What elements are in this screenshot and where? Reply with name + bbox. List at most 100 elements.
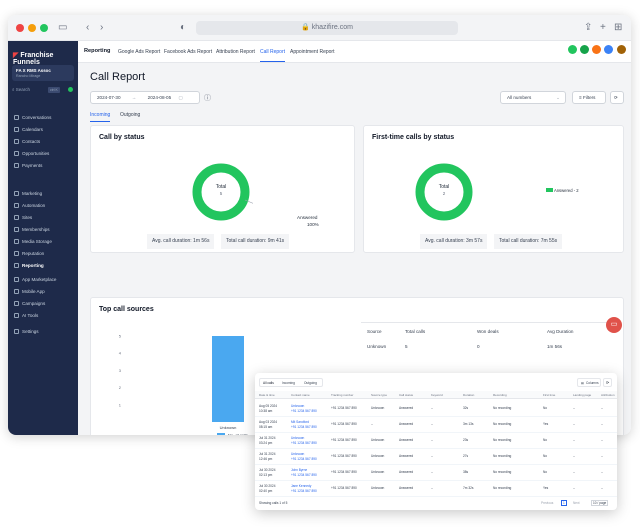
help-icon[interactable]: [604, 45, 613, 54]
tab-call-report[interactable]: Call Report: [260, 49, 286, 62]
contact-link[interactable]: Jane Kennedy: [291, 484, 312, 488]
sidebar-item-sites[interactable]: Sites: [14, 215, 32, 220]
tab-attribution-report[interactable]: Attribution Report: [216, 49, 255, 55]
sidebar-item-conversations[interactable]: Conversations: [14, 115, 51, 120]
table-row[interactable]: Jul 30 2024 02:13 pm John Byrne +91 1234 56…: [255, 465, 617, 481]
contact-link[interactable]: Mit Sandford: [291, 420, 310, 424]
info-icon[interactable]: ⓘ: [204, 95, 211, 102]
table-cell: Answered: [399, 470, 414, 474]
close-dot[interactable]: [16, 24, 24, 32]
column-header[interactable]: Landing page: [573, 393, 592, 397]
column-header[interactable]: Keyword: [431, 393, 443, 397]
privacy-icon[interactable]: ◐: [180, 22, 187, 33]
contact-link[interactable]: +91 1234 567 890: [291, 409, 317, 413]
sidebar-item-calendars[interactable]: Calendars: [14, 127, 43, 132]
column-header[interactable]: Attribution: [601, 393, 615, 397]
contact-link[interactable]: Unknown: [291, 452, 305, 456]
sidebar-item-memberships[interactable]: Memberships: [14, 227, 50, 232]
column-header[interactable]: Duration: [463, 393, 475, 397]
donut-slice-answered[interactable]: [192, 163, 250, 221]
cell-total-calls: 5: [405, 344, 408, 349]
tab-all-calls[interactable]: All calls: [263, 381, 274, 385]
avatar[interactable]: [617, 45, 626, 54]
tab-outgoing[interactable]: Outgoing: [120, 112, 141, 118]
new-tab-icon[interactable]: +: [600, 22, 606, 33]
sidebar-item-ai-tools[interactable]: AI Tools: [14, 313, 38, 318]
phone-icon[interactable]: [568, 45, 577, 54]
table-row[interactable]: Jul 31 2024 03:24 pm Unknown +91 1234 567 8…: [255, 433, 617, 449]
table-cell: --: [601, 486, 604, 490]
sidebar-item-reputation[interactable]: Reputation: [14, 251, 44, 256]
per-page-select[interactable]: 10 / page: [591, 500, 609, 506]
table-row[interactable]: Aug 03 2024 08:15 am Mit Sandford +91 1234 …: [255, 417, 617, 433]
back-icon[interactable]: ‹: [86, 22, 90, 33]
tab-incoming-calls[interactable]: Incoming: [282, 381, 295, 385]
notifications-badge-icon[interactable]: [580, 45, 589, 54]
column-header[interactable]: Tracking number: [331, 393, 354, 397]
tab-facebook-ads-report[interactable]: Facebook Ads Report: [164, 49, 213, 55]
column-header[interactable]: Source type: [371, 393, 388, 397]
pagination-page-1[interactable]: 1: [561, 500, 567, 506]
pagination-previous[interactable]: Previous: [541, 501, 554, 505]
maximize-dot[interactable]: [40, 24, 48, 32]
forward-icon[interactable]: ›: [100, 22, 104, 33]
column-header[interactable]: Contact name: [291, 393, 310, 397]
table-row[interactable]: Jul 30 2024 02:40 pm Jane Kennedy +91 1234 …: [255, 481, 617, 497]
sidebar-item-contacts[interactable]: Contacts: [14, 139, 40, 144]
minimize-dot[interactable]: [28, 24, 36, 32]
sidebar-item-automation[interactable]: Automation: [14, 203, 45, 208]
sidebar-item-settings[interactable]: Settings: [14, 329, 39, 334]
column-header[interactable]: Date & time: [259, 393, 275, 397]
contact-link[interactable]: +91 1234 567 890: [291, 457, 317, 461]
sidebar-item-payments[interactable]: Payments: [14, 163, 42, 168]
sidebar-item-reporting[interactable]: Reporting: [14, 263, 44, 268]
search-input[interactable]: ⌕ Search ctrl K: [12, 85, 74, 95]
filters-button[interactable]: ≡ Filters: [572, 91, 606, 104]
sidebar-item-mobile-app[interactable]: Mobile App: [14, 289, 45, 294]
table-cell: Answered: [399, 438, 414, 442]
date-range-picker[interactable]: 2024-07-30 → 2024-08-05 ▢: [90, 91, 200, 104]
column-header[interactable]: Recording: [493, 393, 507, 397]
contact-link[interactable]: +91 1234 567 890: [291, 473, 317, 477]
column-header[interactable]: Call status: [399, 393, 414, 397]
column-header[interactable]: First time: [543, 393, 556, 397]
table-cell: Answered: [399, 422, 414, 426]
table-cell: +91 1234 567 890: [331, 406, 357, 410]
sidebar-toggle-icon[interactable]: ▭: [58, 22, 68, 33]
bell-icon[interactable]: [592, 45, 601, 54]
tab-google-ads-report[interactable]: Google Ads Report: [118, 49, 161, 55]
contact-link[interactable]: John Byrne: [291, 468, 308, 472]
pagination-next[interactable]: Next: [573, 501, 580, 505]
tab-incoming[interactable]: Incoming: [90, 112, 111, 122]
tab-appointment-report[interactable]: Appointment Report: [290, 49, 335, 55]
quick-action-icon[interactable]: [68, 87, 73, 92]
tab-outgoing-calls[interactable]: Outgoing: [304, 381, 317, 385]
contact-link[interactable]: Unknown: [291, 436, 305, 440]
table-row[interactable]: Jul 31 2024 12:46 pm Unknown +91 1234 567 8…: [255, 449, 617, 465]
share-icon[interactable]: ⇪: [584, 22, 593, 33]
columns-button[interactable]: ▤ Columns: [577, 378, 601, 387]
sidebar-item-opportunities[interactable]: Opportunities: [14, 151, 49, 156]
table-cell: No: [543, 406, 548, 410]
refresh-icon[interactable]: ⟳: [603, 378, 612, 387]
sidebar-item-campaigns[interactable]: Campaigns: [14, 301, 45, 306]
contact-link[interactable]: +91 1234 567 890: [291, 425, 317, 429]
columns-icon: ▤: [581, 381, 585, 385]
contact-link[interactable]: +91 1234 567 890: [291, 441, 317, 445]
refresh-icon: ⟳: [614, 95, 618, 100]
refresh-button[interactable]: ⟳: [610, 91, 624, 104]
account-switcher[interactable]: FA X RMS Assoc Rancho Mirage: [12, 65, 74, 81]
sidebar-item-media-storage[interactable]: Media Storage: [14, 239, 52, 244]
media-storage-icon: [14, 239, 19, 244]
table-row[interactable]: Aug 05 2024 10:38 am Unknown +91 1234 567 8…: [255, 401, 617, 417]
chat-widget-icon[interactable]: ▭: [606, 317, 622, 333]
bar-unknown[interactable]: [212, 336, 244, 422]
contact-link[interactable]: +91 1234 567 890: [291, 489, 317, 493]
tab-overview-icon[interactable]: ⊞: [614, 22, 623, 33]
sidebar-item-app-marketplace[interactable]: App Marketplace: [14, 277, 56, 282]
numbers-select[interactable]: All numbers ⌄: [500, 91, 566, 104]
url-bar[interactable]: 🔒 khazifire.com: [196, 21, 458, 35]
contact-link[interactable]: Unknown: [291, 404, 305, 408]
sidebar-item-marketing[interactable]: Marketing: [14, 191, 42, 196]
donut-slice-answered[interactable]: [415, 163, 473, 221]
